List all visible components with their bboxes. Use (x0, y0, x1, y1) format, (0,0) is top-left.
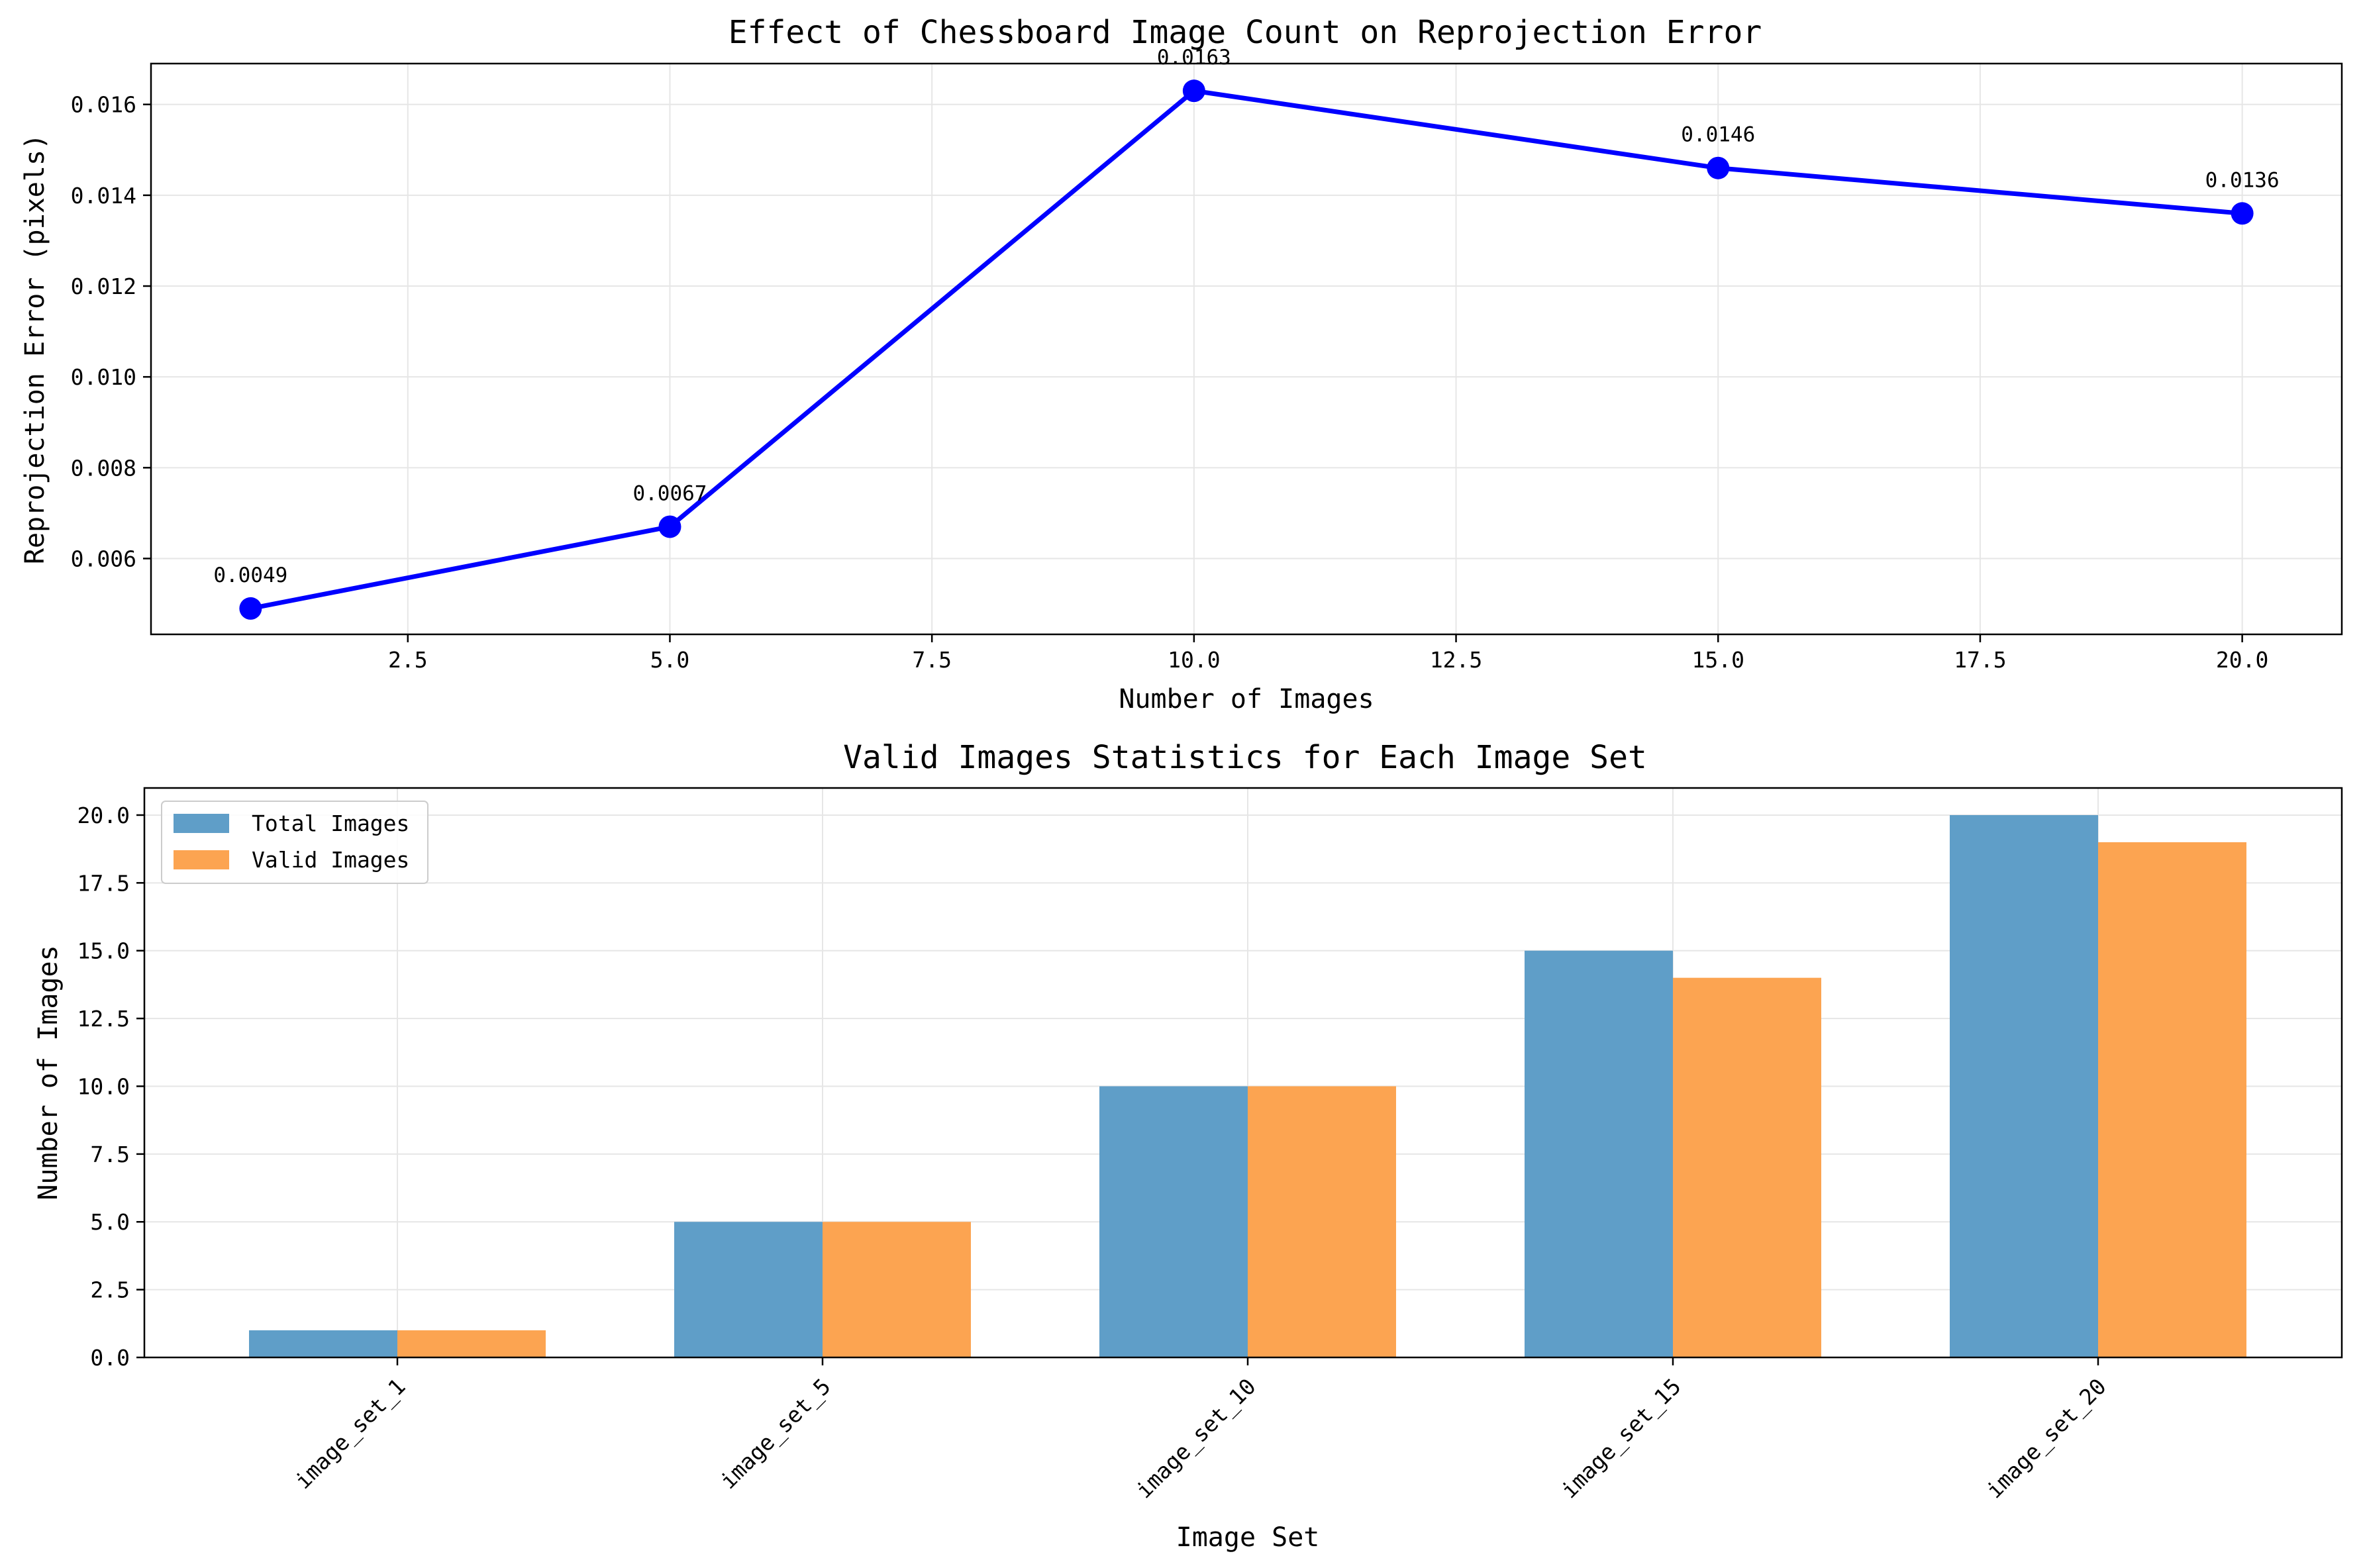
bar-y-tick-label-2-5: 2.5 (90, 1277, 130, 1303)
valid-images-bar-image-set-1 (397, 1330, 546, 1357)
data-point-10 (1182, 79, 1205, 103)
line-chart-frame (150, 62, 2343, 636)
bar-y-tick-label-10-0: 10.0 (77, 1073, 130, 1099)
total-images-bar-image-set-20 (1950, 814, 2098, 1357)
line-y-tick-label-0-014: 0.014 (71, 183, 136, 209)
line-y-tick-label-0-016: 0.016 (71, 92, 136, 118)
line-marks: 0.0049 0.0067 0.0163 0.0146 0.0136 (213, 46, 2280, 620)
line-ticks: 2.5 5.0 7.5 10.0 12.5 15.0 17.5 20.0 0.006 0.008 0… (71, 92, 2269, 673)
bar-chart-frame (143, 787, 2343, 1359)
bar-y-tick-label-7-5: 7.5 (90, 1142, 130, 1167)
data-label-20: 0.0136 (2205, 168, 2280, 192)
bar-legend: Total Images Valid Images (161, 801, 428, 884)
line-x-tick-label-20-0: 20.0 (2216, 647, 2268, 673)
legend-swatch-total-images (174, 814, 229, 833)
line-y-tick-label-0-010: 0.010 (71, 364, 136, 390)
data-label-5: 0.0067 (632, 481, 707, 505)
line-chart-y-axis-label: Reprojection Error (pixels) (20, 134, 50, 564)
bar-chart-y-axis-label: Number of Images (33, 945, 64, 1200)
data-point-15 (1707, 156, 1730, 179)
line-x-tick-label-2-5: 2.5 (388, 647, 428, 673)
bar-y-tick-label-0-0: 0.0 (90, 1345, 130, 1371)
valid-images-bar-image-set-15 (1673, 977, 1821, 1357)
bar-y-tick-label-15-0: 15.0 (77, 938, 130, 964)
line-x-tick-label-17-5: 17.5 (1954, 647, 2006, 673)
legend-label-valid-images: Valid Images (252, 847, 409, 873)
bar-y-tick-label-5-0: 5.0 (90, 1209, 130, 1235)
data-label-15: 0.0146 (1681, 123, 1755, 147)
bar-chart-title: Valid Images Statistics for Each Image S… (843, 739, 1647, 776)
line-x-tick-label-7-5: 7.5 (912, 647, 952, 673)
total-images-bar-image-set-1 (249, 1330, 397, 1357)
data-point-20 (2231, 202, 2254, 225)
line-y-tick-label-0-012: 0.012 (71, 273, 136, 299)
total-images-bar-image-set-15 (1525, 950, 1673, 1357)
line-chart: Effect of Chessboard Image Count on Repr… (20, 14, 2343, 714)
bar-y-tick-label-17-5: 17.5 (77, 870, 130, 896)
bar-marks (249, 814, 2246, 1357)
line-chart-x-axis-label: Number of Images (1119, 684, 1374, 714)
valid-images-bar-image-set-10 (1248, 1086, 1396, 1357)
valid-images-bar-image-set-5 (823, 1222, 971, 1357)
bar-y-tick-label-12-5: 12.5 (77, 1006, 130, 1032)
data-label-1: 0.0049 (213, 564, 287, 587)
data-label-10: 0.0163 (1157, 46, 1231, 70)
bar-y-tick-label-20-0: 20.0 (77, 803, 130, 828)
legend-label-total-images: Total Images (252, 810, 409, 836)
line-y-tick-label-0-008: 0.008 (71, 455, 136, 481)
data-point-1 (239, 597, 262, 620)
total-images-bar-image-set-5 (674, 1222, 823, 1357)
valid-images-bar-image-set-20 (2098, 842, 2246, 1357)
total-images-bar-image-set-10 (1099, 1086, 1248, 1357)
line-x-tick-label-5-0: 5.0 (650, 647, 690, 673)
line-chart-title: Effect of Chessboard Image Count on Repr… (729, 14, 1762, 51)
line-x-tick-label-12-5: 12.5 (1430, 647, 1482, 673)
line-y-tick-label-0-006: 0.006 (71, 546, 136, 571)
line-x-tick-label-15-0: 15.0 (1692, 647, 1744, 673)
legend-swatch-valid-images (174, 850, 229, 869)
bar-chart-x-axis-label: Image Set (1176, 1522, 1320, 1553)
line-x-tick-label-10-0: 10.0 (1168, 647, 1220, 673)
data-point-5 (658, 515, 681, 538)
